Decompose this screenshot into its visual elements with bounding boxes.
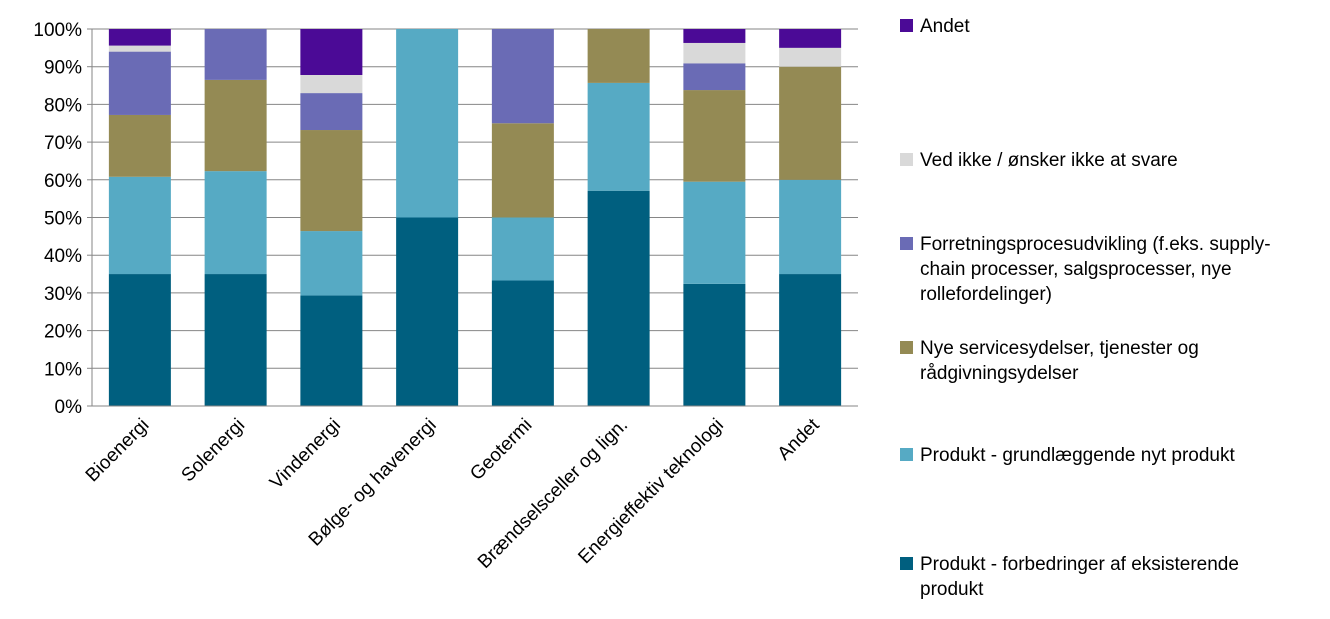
legend-swatch [900,19,913,32]
chart-legend: Andet Ved ikke / ønsker ikke at svare Forr… [900,0,1320,619]
bar-segment [396,217,459,406]
y-tick-label: 90% [44,58,82,79]
bar-segment [300,295,363,406]
y-tick-label: 80% [44,95,82,116]
bar-segment [108,29,171,46]
bar-segment [779,274,842,406]
legend-item: Forretningsprocesudvikling (f.eks. suppl… [900,232,1320,307]
bar-segment [491,280,554,406]
legend-swatch [900,557,913,570]
legend-item: Produkt - forbedringer af eksisterende pr… [900,552,1320,602]
bar-segment [779,179,842,275]
legend-label: Ved ikke / ønsker ikke at svare [920,150,1178,171]
bar-segment [108,45,171,52]
x-category-label: Geotermi [466,415,536,485]
legend-label: Produkt - forbedringer af eksisterende pr… [920,554,1239,600]
bar-segment [204,171,267,275]
bar-segment [204,79,267,172]
x-category-label: Solenergi [178,415,250,487]
bar-segment [204,29,267,80]
bar-segment [683,283,746,406]
bar-segment [300,130,363,232]
legend-swatch [900,237,913,250]
legend-label: Produkt - grundlæggende nyt produkt [920,445,1235,466]
bar-segment [396,29,459,218]
legend-item: Produkt - grundlæggende nyt produkt [900,443,1320,468]
legend-label: Forretningsprocesudvikling (f.eks. suppl… [920,234,1271,305]
chart-area: 0% 10% 20% 30% 40% 50% 60% 70% 80% 90% 100% Bioener… [33,20,858,573]
y-tick-label: 100% [33,20,82,41]
bar-segment [300,74,363,94]
y-tick-label: 40% [44,246,82,267]
y-tick-label: 30% [44,284,82,305]
y-tick-label: 0% [55,397,83,418]
legend-swatch [900,448,913,461]
y-tick-label: 50% [44,209,82,230]
x-category-label: Vindenergi [266,415,345,494]
stacked-bar-chart: 0% 10% 20% 30% 40% 50% 60% 70% 80% 90% 100% Bioener… [33,20,858,573]
legend-label: Nye servicesydelser, tjenester og rådgivn… [920,338,1199,384]
y-tick-label: 10% [44,359,82,380]
bar-segment [779,29,842,48]
y-tick-label: 20% [44,322,82,343]
y-tick-label: 60% [44,171,82,192]
legend-label: Andet [920,16,970,37]
legend-item: Andet [900,14,1320,39]
bar-segment [300,93,363,131]
bar-segment [683,63,746,91]
bar-segment [491,29,554,124]
x-category-label: Bioenergi [82,415,154,487]
bar-segment [491,123,554,218]
bar-segment [108,114,171,177]
bar-segment [491,217,554,281]
bar-segment [683,90,746,182]
bar-segment [683,181,746,284]
bar-segment [587,29,650,83]
bar-segment [587,82,650,191]
bar-segment [108,274,171,406]
bar-segment [779,47,842,67]
legend-item: Ved ikke / ønsker ikke at svare [900,148,1320,173]
bar-segment [204,274,267,406]
bar-segment [108,176,171,275]
legend-swatch [900,153,913,166]
bar-segment [779,66,842,180]
bar-segment [300,29,363,75]
legend-swatch [900,341,913,354]
legend-item: Nye servicesydelser, tjenester og rådgivn… [900,336,1320,386]
y-tick-label: 70% [44,133,82,154]
bar-segment [683,42,746,64]
bar-segment [108,51,171,115]
bar-segment [300,231,363,296]
x-category-label: Andet [774,414,824,464]
bar-segment [683,29,746,43]
bar-segment [587,190,650,406]
